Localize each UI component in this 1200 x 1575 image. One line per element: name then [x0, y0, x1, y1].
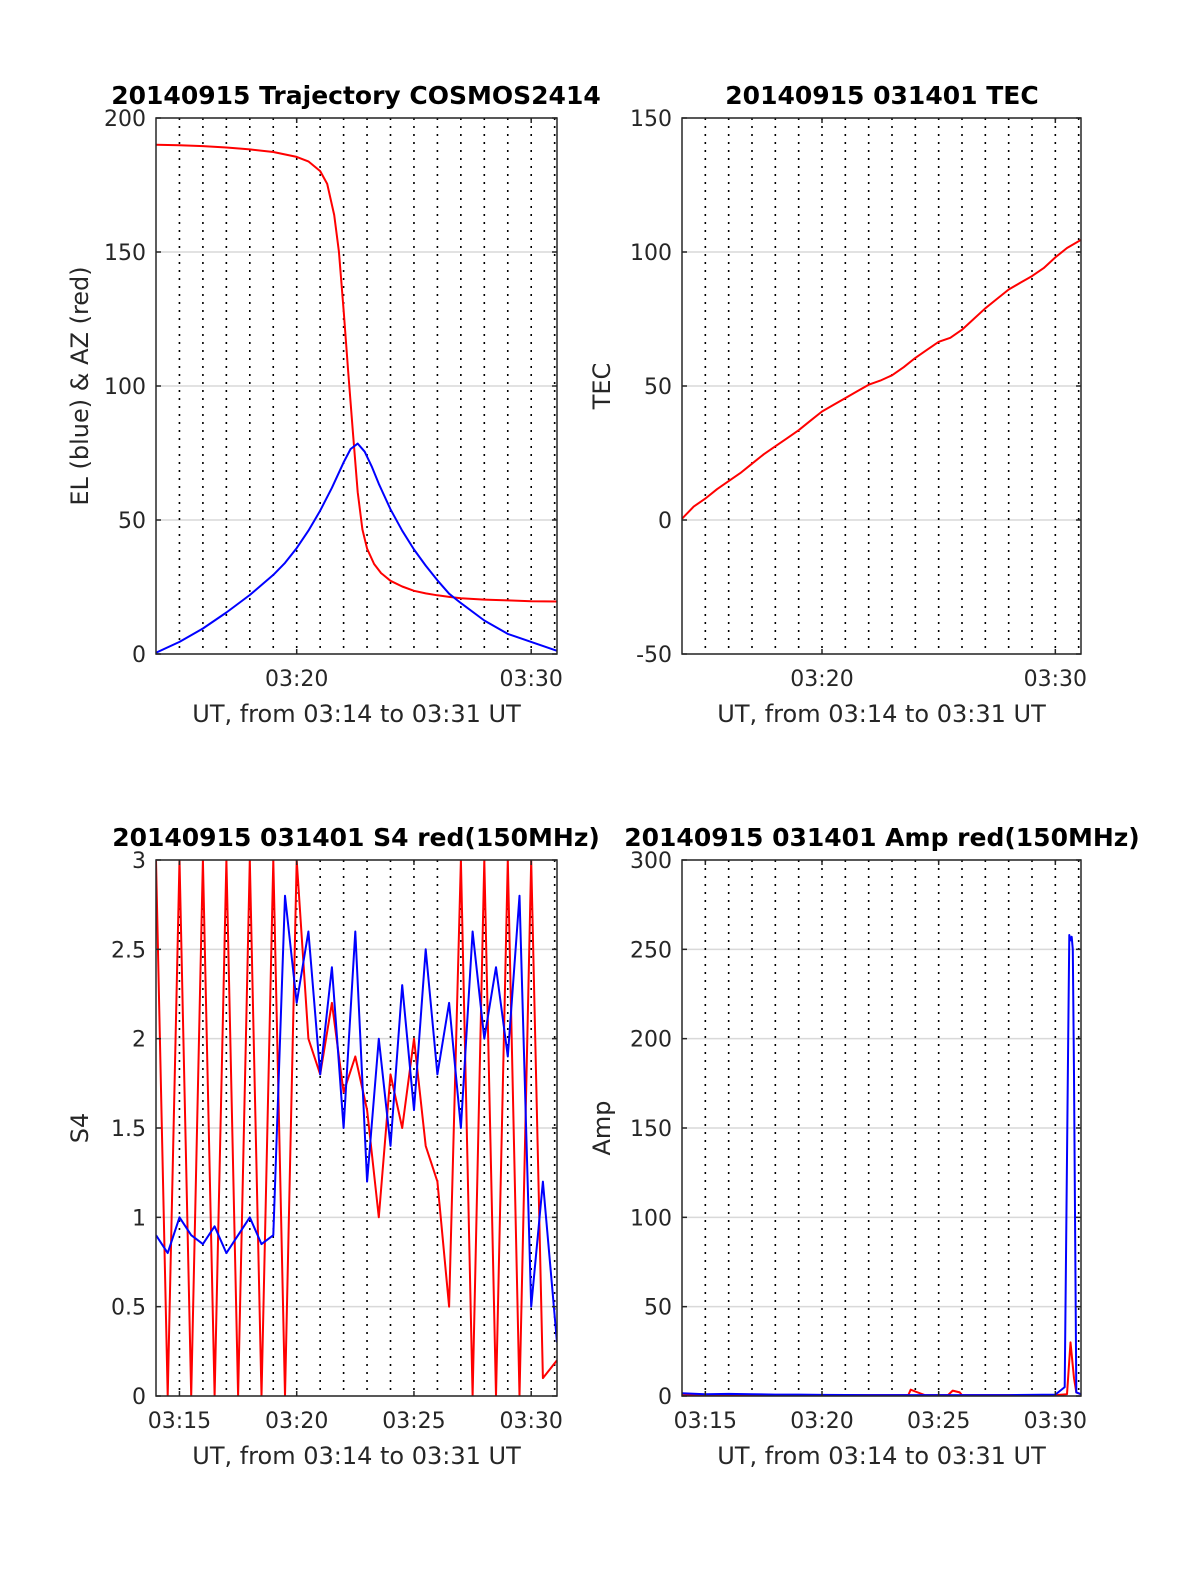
x-axis-label: UT, from 03:14 to 03:31 UT: [717, 1442, 1046, 1470]
series-line-red: [682, 1341, 1081, 1396]
y-tick-label: 300: [630, 849, 672, 874]
x-axis-label: UT, from 03:14 to 03:31 UT: [192, 700, 521, 728]
x-tick-label: 03:20: [265, 667, 328, 692]
chart-title: 20140915 Trajectory COSMOS2414: [111, 81, 601, 110]
y-tick-label: 100: [630, 1206, 672, 1231]
y-tick-label: 0: [132, 1385, 146, 1410]
x-axis-label: UT, from 03:14 to 03:31 UT: [717, 700, 1046, 728]
x-tick-label: 03:15: [674, 1409, 737, 1434]
y-tick-label: 3: [132, 849, 146, 874]
y-tick-label: 150: [104, 241, 146, 266]
y-tick-label: 150: [630, 107, 672, 132]
y-tick-label: 0: [658, 1385, 672, 1410]
x-tick-label: 03:30: [500, 1409, 563, 1434]
y-tick-label: 0.5: [111, 1296, 146, 1321]
y-tick-label: 50: [644, 1296, 672, 1321]
chart-panel-1: 0 50 100 150 200 03:20 03:30 20140915 Trajector…: [66, 81, 601, 728]
y-tick-label: 1.5: [111, 1117, 146, 1142]
chart-title: 20140915 031401 S4 red(150MHz): [112, 823, 600, 852]
series-line-blue: [682, 934, 1081, 1396]
x-tick-label: 03:20: [790, 1409, 853, 1434]
chart-title: 20140915 031401 Amp red(150MHz): [624, 823, 1140, 852]
y-tick-label: 100: [104, 375, 146, 400]
series-line-red: [156, 143, 557, 603]
x-tick-label: 03:25: [907, 1409, 970, 1434]
y-tick-label: 0: [132, 643, 146, 668]
x-tick-label: 03:30: [1024, 667, 1087, 692]
y-tick-label: 50: [644, 375, 672, 400]
chart-panel-3: 0 0.5 1 1.5 2 2.5 3 03:15 03:20 03:25 03:30 2014091…: [66, 823, 600, 1470]
x-tick-label: 03:20: [265, 1409, 328, 1434]
series-line-blue: [156, 442, 557, 654]
y-tick-label: 0: [658, 509, 672, 534]
y-tick-label: 200: [630, 1028, 672, 1053]
y-axis-label: S4: [66, 1113, 94, 1144]
x-tick-label: 03:30: [500, 667, 563, 692]
y-tick-label: 2.5: [111, 938, 146, 963]
series-line-red: [682, 239, 1081, 520]
y-tick-label: 1: [132, 1206, 146, 1231]
series-line-red: [156, 860, 557, 1396]
x-tick-label: 03:20: [790, 667, 853, 692]
y-axis-label: Amp: [588, 1100, 616, 1155]
y-tick-label: 50: [118, 509, 146, 534]
y-tick-label: -50: [636, 643, 672, 668]
chart-panel-4: 0 50 100 150 200 250 300 03:15 03:20 03:25 03:30 20…: [588, 823, 1140, 1470]
y-tick-label: 100: [630, 241, 672, 266]
y-tick-label: 150: [630, 1117, 672, 1142]
y-axis-label: TEC: [588, 363, 616, 411]
chart-panel-2: -50 0 50 100 150 03:20 03:30 20140915 031401 TE…: [588, 81, 1087, 728]
x-axis-label: UT, from 03:14 to 03:31 UT: [192, 1442, 521, 1470]
y-tick-label: 200: [104, 107, 146, 132]
y-tick-label: 2: [132, 1028, 146, 1053]
x-tick-label: 03:25: [382, 1409, 445, 1434]
x-tick-label: 03:15: [148, 1409, 211, 1434]
chart-title: 20140915 031401 TEC: [725, 81, 1038, 110]
y-tick-label: 250: [630, 938, 672, 963]
y-axis-label: EL (blue) & AZ (red): [66, 266, 94, 505]
series-line-blue: [156, 894, 557, 1343]
x-tick-label: 03:30: [1024, 1409, 1087, 1434]
